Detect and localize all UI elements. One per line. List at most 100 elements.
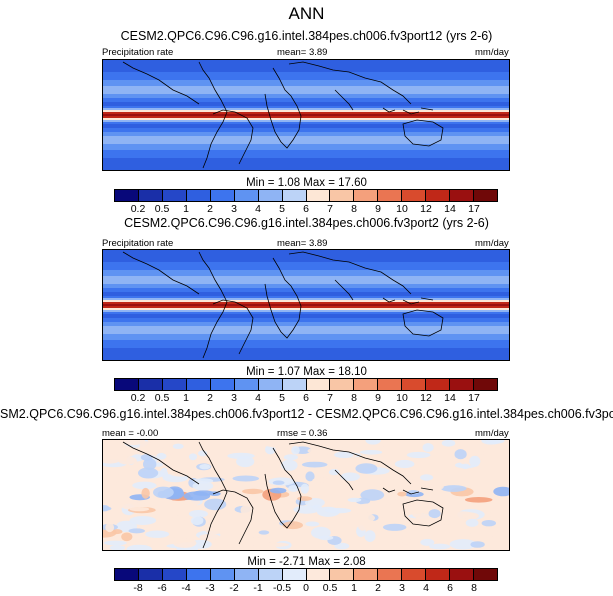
heatmap-band [103,158,509,161]
heatmap-patch [359,450,383,455]
coastline [288,61,412,105]
heatmap-band [103,286,509,289]
heatmap-band [103,66,509,69]
figure-title: ANN [288,4,325,23]
panel-1-mean-label: mean= 3.89 [277,47,328,58]
colorbar-swatch [162,190,187,201]
heatmap-patch [449,539,477,550]
colorbar-tick-label: -1 [253,582,263,594]
heatmap-patch [240,505,252,515]
heatmap-band [103,340,509,343]
heatmap-band [103,130,509,133]
colorbar-tick-label: 1 [183,392,189,404]
colorbar-swatch [115,190,139,201]
heatmap-patch [490,527,509,532]
heatmap-band [103,352,509,355]
heatmap-patch [268,440,283,448]
panel-2-minmax: Min = 1.07 Max = 18.10 [246,366,367,378]
panel-3-colorbar [114,568,498,581]
heatmap-patch [103,505,110,512]
heatmap-band [103,168,509,170]
heatmap-band [103,332,509,335]
colorbar-swatch [234,569,259,580]
heatmap-patch [270,487,287,494]
heatmap-band [103,88,509,91]
coastline [212,299,254,355]
heatmap-patch [109,545,126,550]
colorbar-tick-label: 6 [447,582,453,594]
heatmap-band [103,72,509,75]
heatmap-patch [325,519,348,527]
panel-3-map [102,439,510,551]
heatmap-band [103,140,509,143]
heatmap-patch [288,485,299,492]
panel-2-mean-label: mean= 3.89 [277,238,328,249]
heatmap-patch [330,442,359,448]
heatmap-patch [441,440,456,447]
heatmap-patch [364,530,376,542]
heatmap-patch [281,459,298,471]
colorbar-tick-label: -8 [133,582,143,594]
heatmap-band [103,256,509,259]
heatmap-band [103,350,509,353]
coastline [402,119,444,147]
heatmap-patch [153,486,174,499]
heatmap-band [103,304,509,307]
coastline [288,251,412,295]
heatmap-patch [232,475,260,482]
colorbar-tick-label: 6 [303,203,309,215]
heatmap-patch [379,498,399,505]
heatmap-band [103,62,509,65]
heatmap-patch [189,499,201,506]
colorbar-tick-label: 5 [279,392,285,404]
heatmap-patch [238,531,252,542]
heatmap-patch [481,520,496,527]
heatmap-patch [183,491,211,501]
heatmap-patch [411,507,422,518]
heatmap-patch [188,510,208,518]
panel-1-map [102,59,510,171]
heatmap-patch [357,520,368,531]
colorbar-swatch [258,379,283,390]
heatmap-patch [464,497,493,503]
heatmap-patch [470,541,485,548]
heatmap-patch [328,468,340,476]
colorbar-tick-label: 0 [303,582,309,594]
colorbar-tick-label: 9 [375,203,381,215]
heatmap-band [103,284,509,287]
panel-3-rmse-label: rmse = 0.36 [277,428,328,439]
heatmap-band [103,316,509,319]
colorbar-swatch [402,190,427,201]
heatmap-patch [357,503,378,513]
heatmap-band [103,318,509,321]
heatmap-band [103,124,509,127]
panel-3-minmax: Min = -2.71 Max = 2.08 [247,556,366,568]
panel-2-variable-label: Precipitation rate [102,238,174,249]
heatmap-band [103,322,509,325]
colorbar-swatch [210,569,235,580]
colorbar-tick-label: 14 [444,392,456,404]
coastline [122,441,200,485]
heatmap-patch [132,481,157,490]
coastline [212,489,254,545]
heatmap-patch [360,489,385,501]
colorbar-tick-label: 2 [207,392,213,404]
heatmap-band [103,148,509,151]
heatmap-patch [242,488,264,495]
coastline [122,251,200,295]
heatmap-band [103,110,509,113]
heatmap-band [103,126,509,129]
heatmap-patch [444,517,472,522]
heatmap-patch [103,454,121,464]
heatmap-patch [103,540,127,546]
heatmap-band [103,252,509,255]
heatmap-band [103,314,509,317]
colorbar-tick-label: 3 [231,392,237,404]
panel-2-map [102,249,510,361]
colorbar-tick-label: 0.5 [154,392,170,404]
heatmap-band [103,260,509,263]
colorbar-tick-label: 5 [279,203,285,215]
coastline [198,441,228,549]
panel-3-units: mm/day [475,428,509,439]
heatmap-patch [464,450,486,456]
